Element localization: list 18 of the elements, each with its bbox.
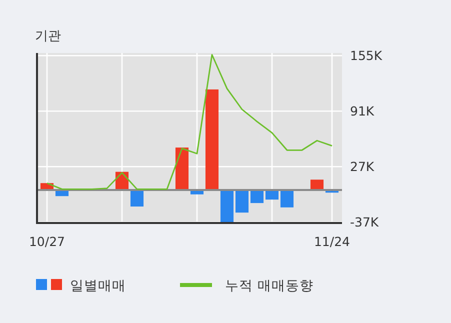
bar — [205, 89, 219, 190]
x-tick-label: 10/27 — [28, 234, 66, 249]
bar — [250, 190, 264, 204]
line-series — [46, 54, 333, 190]
legend-label: 일별매매 — [70, 278, 126, 294]
bar — [130, 190, 144, 207]
bar — [280, 190, 294, 208]
y-tick-label: 91K — [350, 104, 375, 119]
y-tick-label: -37K — [350, 214, 380, 230]
legend-label: 누적 매매동향 — [225, 278, 314, 294]
bar — [310, 180, 324, 190]
x-tick-label: 11/24 — [314, 234, 350, 249]
chart-title: 기관 — [35, 29, 61, 44]
bar — [220, 190, 234, 222]
y-tick-label: 155K — [350, 48, 383, 64]
y-tick-label: 27K — [350, 159, 375, 174]
bar — [235, 190, 249, 213]
bar — [175, 148, 189, 190]
